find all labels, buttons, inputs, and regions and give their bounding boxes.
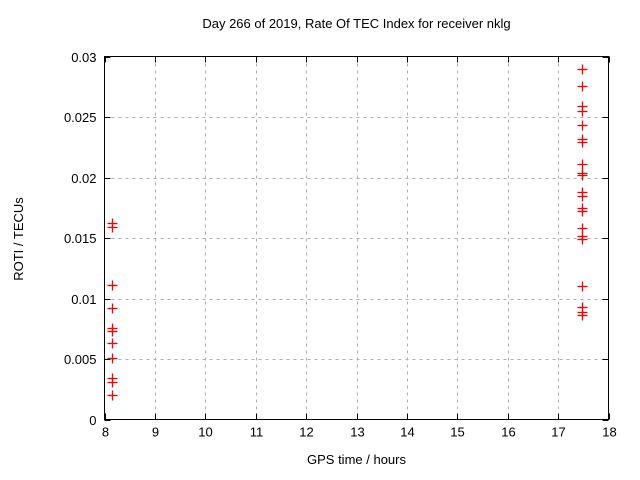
y-tick-label: 0.02 bbox=[71, 171, 96, 186]
y-tick-label: 0.01 bbox=[71, 292, 96, 307]
y-tick-label: 0.015 bbox=[64, 231, 97, 246]
chart-title: Day 266 of 2019, Rate Of TEC Index for r… bbox=[202, 16, 511, 31]
x-tick-label: 17 bbox=[551, 425, 565, 440]
x-tick-label: 18 bbox=[602, 425, 616, 440]
y-tick-label: 0 bbox=[89, 413, 96, 428]
x-tick-label: 9 bbox=[152, 425, 159, 440]
x-tick-label: 11 bbox=[250, 425, 264, 440]
x-tick-label: 12 bbox=[299, 425, 313, 440]
y-tick-label: 0.03 bbox=[71, 50, 96, 65]
x-tick-label: 8 bbox=[102, 425, 109, 440]
x-tick-label: 16 bbox=[501, 425, 515, 440]
y-tick-label: 0.025 bbox=[64, 110, 97, 125]
x-tick-label: 14 bbox=[400, 425, 414, 440]
y-tick-label: 0.005 bbox=[64, 352, 97, 367]
x-tick-label: 15 bbox=[450, 425, 464, 440]
x-axis-label: GPS time / hours bbox=[307, 452, 406, 467]
x-tick-label: 10 bbox=[198, 425, 212, 440]
x-tick-label: 13 bbox=[350, 425, 364, 440]
